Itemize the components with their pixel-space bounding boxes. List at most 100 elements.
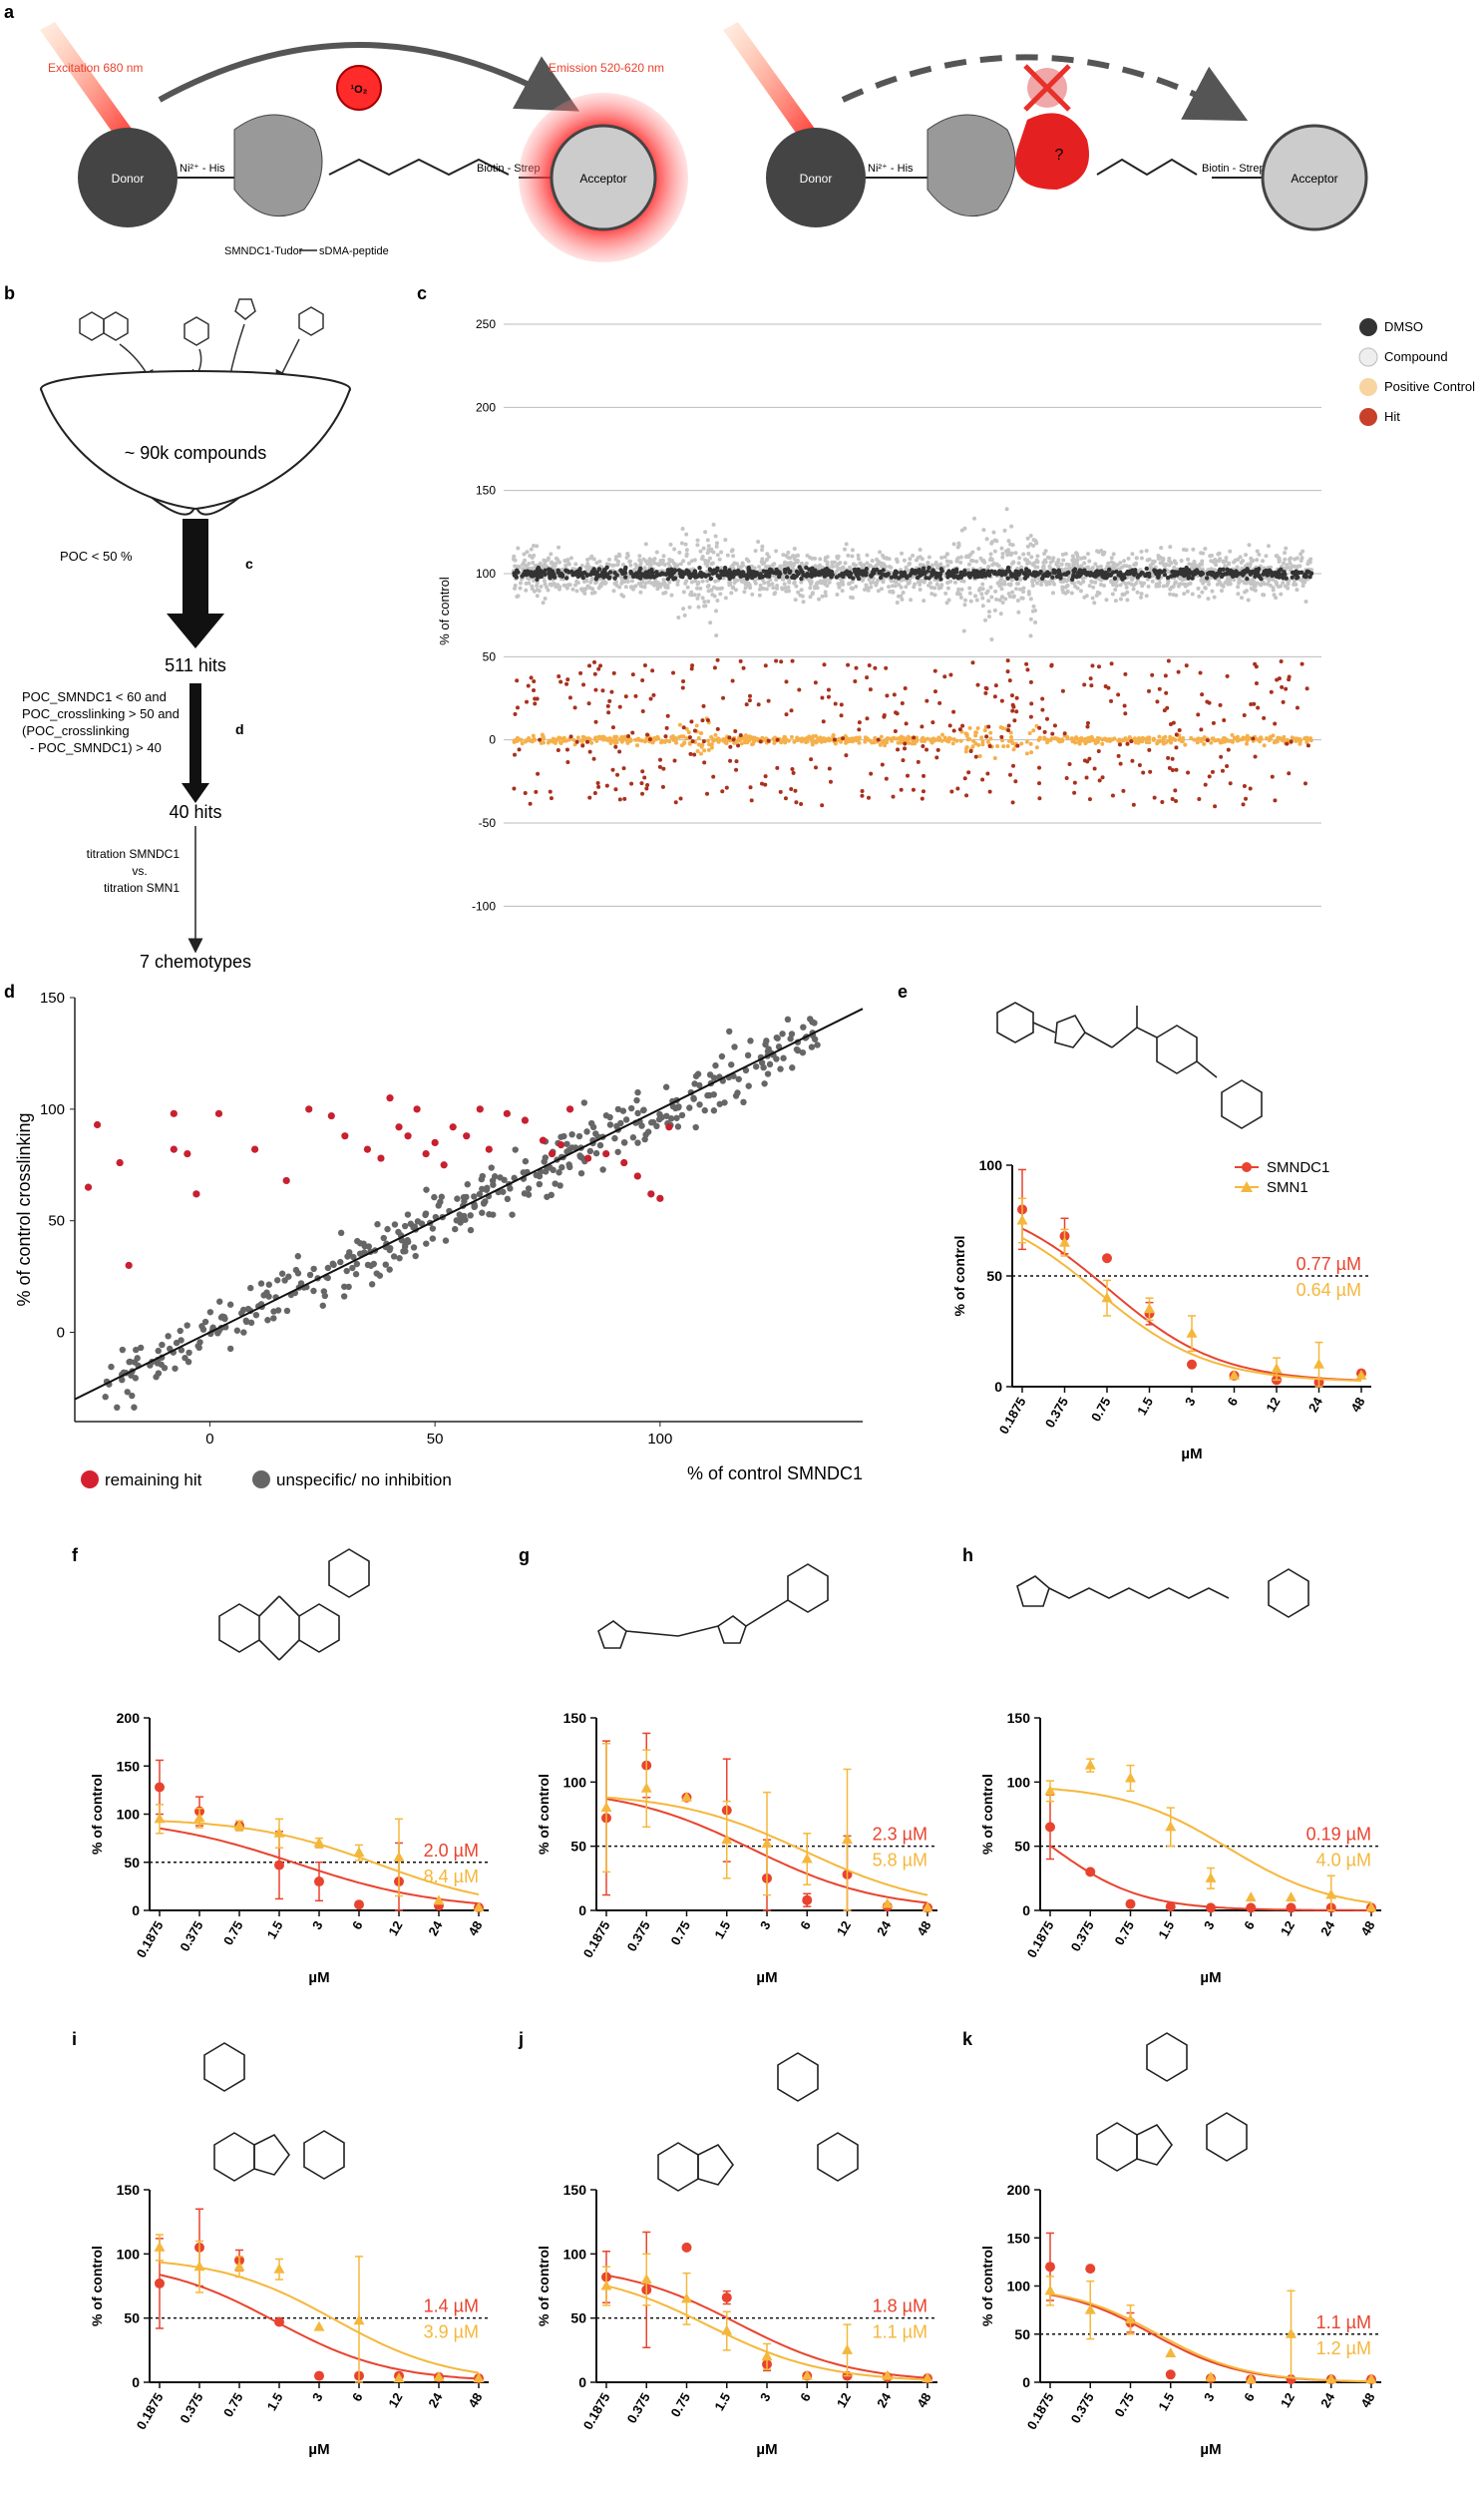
c-hit-point [1287,677,1292,682]
c-positive-point [515,738,520,743]
c-dmso-point [1180,567,1186,573]
c-dmso-point [1051,570,1056,575]
c-hit-point [1196,712,1201,717]
c-hit-point [1302,781,1307,786]
c-hit-point [1085,724,1090,729]
d-unspecific-point [404,1211,412,1218]
c-compound-point [944,552,949,557]
c-hit-point [1200,692,1205,697]
c-compound-point [524,588,529,593]
c-positive-point [1268,735,1273,740]
c-hit-point [763,663,768,668]
d-remaining-hit-point [539,1136,548,1144]
d-remaining-hit-point [422,1149,430,1158]
c-compound-point [685,585,690,590]
c-compound-point [856,557,861,562]
c-compound-point [661,591,666,596]
c-hit-point [1087,797,1092,802]
c-hit-point [640,709,645,714]
c-compound-point [638,560,643,565]
c-hit-point [865,716,870,721]
c-compound-point [1217,559,1222,564]
c-dmso-point [1071,572,1076,578]
c-hit-point [920,796,925,801]
c-compound-point [584,578,589,583]
d-unspecific-point [233,1327,241,1334]
c-compound-point [956,587,961,592]
c-positive-point [686,730,691,735]
d-xtick-label: 50 [427,1431,444,1448]
c-positive-point [975,725,980,730]
c-compound-point [1082,556,1087,561]
c-hit-point [986,724,991,729]
c-hit-point [1254,680,1259,685]
c-compound-point [1013,551,1018,556]
d-unspecific-point [345,1283,352,1291]
c-compound-point [1238,555,1243,560]
c-compound-point [943,591,948,596]
c-compound-point [643,542,648,547]
c-compound-point [1288,561,1293,566]
c-compound-point [638,590,643,595]
c-dmso-point [936,571,942,577]
c-hit-point [893,728,898,733]
c-positive-point [1168,734,1173,739]
d-remaining-hit-point [449,1123,457,1131]
c-compound-point [1190,592,1195,597]
c-hit-point [853,679,858,684]
c-dmso-point [1014,571,1019,576]
c-positive-point [1275,739,1280,744]
c-positive-point [589,740,594,745]
c-hit-point [721,695,726,700]
c-compound-point [1171,593,1176,598]
c-positive-point [695,748,700,753]
c-dmso-point [1072,569,1077,574]
c-dmso-point [1005,576,1010,581]
c-hit-point [1024,661,1029,666]
c-positive-point [783,735,788,740]
c-positive-point [750,742,755,747]
d-unspecific-point [414,1218,422,1225]
e-smn1-point [1313,1358,1324,1369]
c-compound-point [723,596,728,601]
c-positive-point [723,740,728,745]
c-compound-point [842,547,847,552]
d-unspecific-point [257,1280,265,1287]
c-hit-point [822,662,827,667]
c-hit-point [934,755,939,760]
c-compound-point [1248,562,1253,567]
e-xlabel: µM [1181,1446,1202,1462]
d-unspecific-point [667,1115,675,1122]
c-compound-point [744,581,749,586]
c-compound-point [1098,564,1103,569]
c-hit-point [828,779,833,784]
c-hit-point [999,734,1004,739]
c-compound-point [706,544,711,549]
d-unspecific-point [800,1024,807,1031]
c-hit-point [1173,788,1178,793]
c-dmso-point [997,571,1002,577]
c-positive-point [1077,741,1082,746]
c-compound-point [1200,559,1205,564]
d-unspecific-point [525,1191,533,1198]
c-compound-point [721,576,726,581]
funnel [40,388,351,511]
legend-smn1: SMN1 [1267,1179,1308,1196]
d-unspecific-point [173,1339,181,1347]
d-unspecific-point [396,1255,403,1262]
c-compound-point [689,590,694,595]
c-positive-point [1298,737,1302,742]
d-unspecific-point [602,1112,610,1119]
c-compound-point [958,595,963,600]
c-compound-point [775,584,780,589]
c-hit-point [567,695,572,700]
f-xtick-label: 3 [309,1918,326,1932]
structure-g [597,1563,829,1649]
c-compound-point [978,556,983,561]
c-positive-point [527,736,532,741]
c-dmso-point [682,571,687,576]
d-unspecific-point [706,1091,713,1099]
c-hit-point [733,728,738,733]
c-compound-point [1266,577,1271,582]
d-unspecific-point [740,1098,747,1106]
